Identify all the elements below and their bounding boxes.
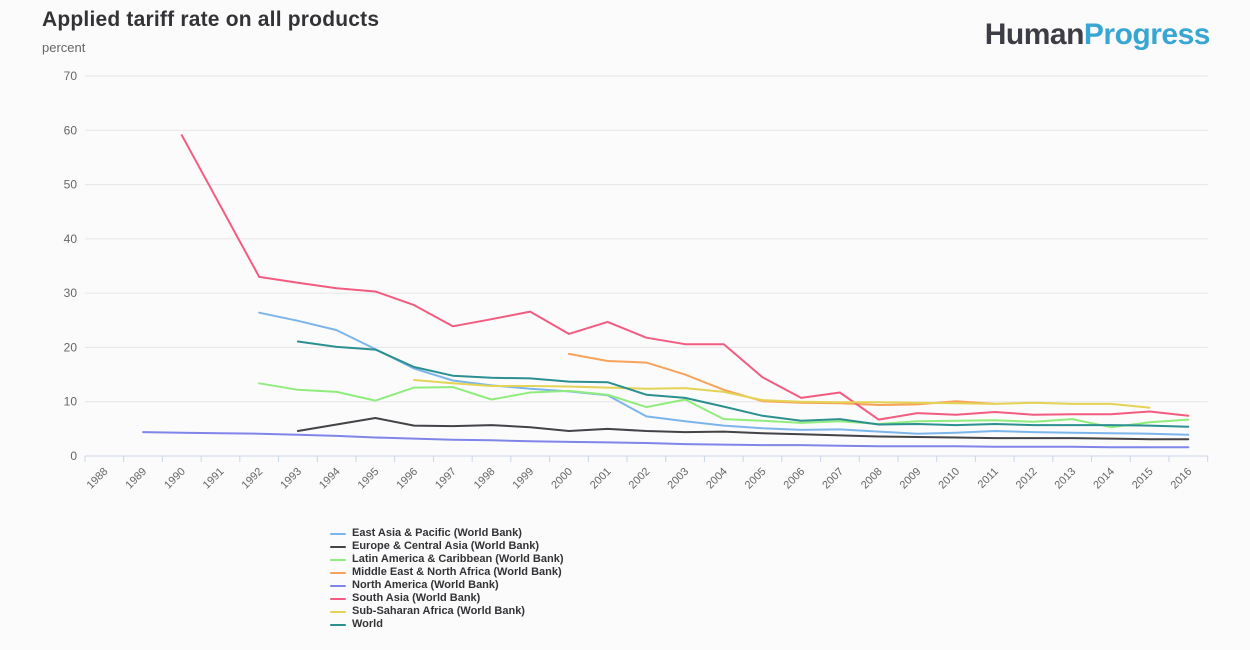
legend-item-world[interactable]: World	[330, 618, 563, 631]
y-axis-label: 60	[64, 123, 78, 137]
x-axis-label: 1996	[394, 466, 420, 492]
legend-label: East Asia & Pacific (World Bank)	[352, 527, 522, 539]
legend-item-middle-east-north-africa-world-bank[interactable]: Middle East & North Africa (World Bank)	[330, 566, 563, 579]
legend-item-europe-central-asia-world-bank[interactable]: Europe & Central Asia (World Bank)	[330, 540, 563, 553]
x-axis-label: 1995	[356, 466, 382, 492]
series-line-east-asia-pacific-world-bank	[258, 311, 1190, 436]
logo-text-progress: Progress	[1083, 18, 1211, 51]
series-line-middle-east-north-africa-world-bank	[567, 352, 996, 406]
legend-swatch	[330, 545, 346, 548]
x-axis-label: 2011	[976, 466, 1001, 491]
logo-text-human: Human	[984, 18, 1085, 51]
x-axis-label: 2009	[898, 466, 924, 492]
chart-title: Applied tariff rate on all products	[42, 8, 380, 31]
legend-swatch	[330, 623, 346, 626]
x-axis-label: 2013	[1053, 466, 1079, 492]
x-axis-label: 1988	[85, 466, 111, 492]
legend-swatch	[330, 532, 346, 535]
x-axis-label: 1993	[278, 466, 304, 492]
legend-label: Latin America & Caribbean (World Bank)	[352, 553, 564, 565]
legend-item-latin-america-caribbean-world-bank[interactable]: Latin America & Caribbean (World Bank)	[330, 553, 563, 566]
legend-label: Sub-Saharan Africa (World Bank)	[352, 605, 525, 617]
y-axis-label: 40	[64, 232, 78, 246]
series-line-latin-america-caribbean-world-bank	[258, 382, 1190, 429]
x-axis-label: 2014	[1091, 466, 1117, 492]
legend-item-east-asia-pacific-world-bank[interactable]: East Asia & Pacific (World Bank)	[330, 527, 563, 540]
x-axis-label: 1989	[123, 466, 149, 492]
legend-swatch	[330, 558, 346, 561]
legend-item-south-asia-world-bank[interactable]: South Asia (World Bank)	[330, 592, 563, 605]
x-axis-label: 2015	[1130, 466, 1156, 492]
y-axis-label: 30	[64, 286, 78, 300]
x-axis-label: 1992	[240, 466, 266, 492]
chart-subtitle: percent	[42, 40, 86, 55]
legend-label: South Asia (World Bank)	[352, 592, 481, 604]
x-axis-label: 1990	[162, 466, 188, 492]
y-axis-label: 0	[70, 449, 77, 463]
legend-label: Europe & Central Asia (World Bank)	[352, 540, 540, 552]
x-axis-label: 2008	[859, 466, 885, 492]
legend-swatch	[330, 584, 346, 587]
x-axis-label: 2012	[1014, 466, 1040, 492]
legend-label: World	[352, 618, 383, 630]
x-axis-label: 1999	[511, 466, 537, 492]
legend-label: Middle East & North Africa (World Bank)	[352, 566, 562, 578]
legend-swatch	[330, 571, 346, 574]
legend-label: North America (World Bank)	[352, 579, 499, 591]
series-line-sub-saharan-africa-world-bank	[413, 379, 1151, 409]
x-axis-label: 2004	[704, 466, 730, 492]
legend-item-sub-saharan-africa-world-bank[interactable]: Sub-Saharan Africa (World Bank)	[330, 605, 563, 618]
y-axis-label: 70	[64, 69, 78, 83]
humanprogress-logo[interactable]: HumanProgress	[984, 18, 1211, 52]
x-axis-label: 1994	[317, 466, 343, 492]
x-axis-label: 1991	[201, 466, 227, 492]
series-line-north-america-world-bank	[142, 431, 1190, 449]
x-axis-label: 2003	[665, 466, 691, 492]
x-axis-label: 2001	[588, 466, 614, 492]
legend-swatch	[330, 597, 346, 600]
legend-swatch	[330, 610, 346, 613]
y-axis-label: 50	[64, 178, 78, 192]
chart-legend: East Asia & Pacific (World Bank) Europe &…	[330, 527, 563, 631]
x-axis-label: 2000	[549, 466, 575, 492]
series-line-europe-central-asia-world-bank	[296, 417, 1190, 441]
x-axis-label: 2006	[782, 466, 808, 492]
y-axis-label: 20	[64, 340, 78, 354]
y-axis-label: 10	[64, 395, 78, 409]
x-axis-label: 2010	[936, 466, 962, 492]
legend-item-north-america-world-bank[interactable]: North America (World Bank)	[330, 579, 563, 592]
x-axis-label: 1997	[433, 466, 459, 492]
x-axis-label: 1998	[472, 466, 498, 492]
x-axis-label: 2002	[627, 466, 653, 492]
series-line-south-asia-world-bank	[180, 134, 1190, 421]
x-axis-label: 2016	[1169, 466, 1195, 492]
x-axis-label: 2005	[743, 466, 769, 492]
series-line-world	[296, 340, 1190, 428]
x-axis-label: 2007	[820, 466, 846, 492]
